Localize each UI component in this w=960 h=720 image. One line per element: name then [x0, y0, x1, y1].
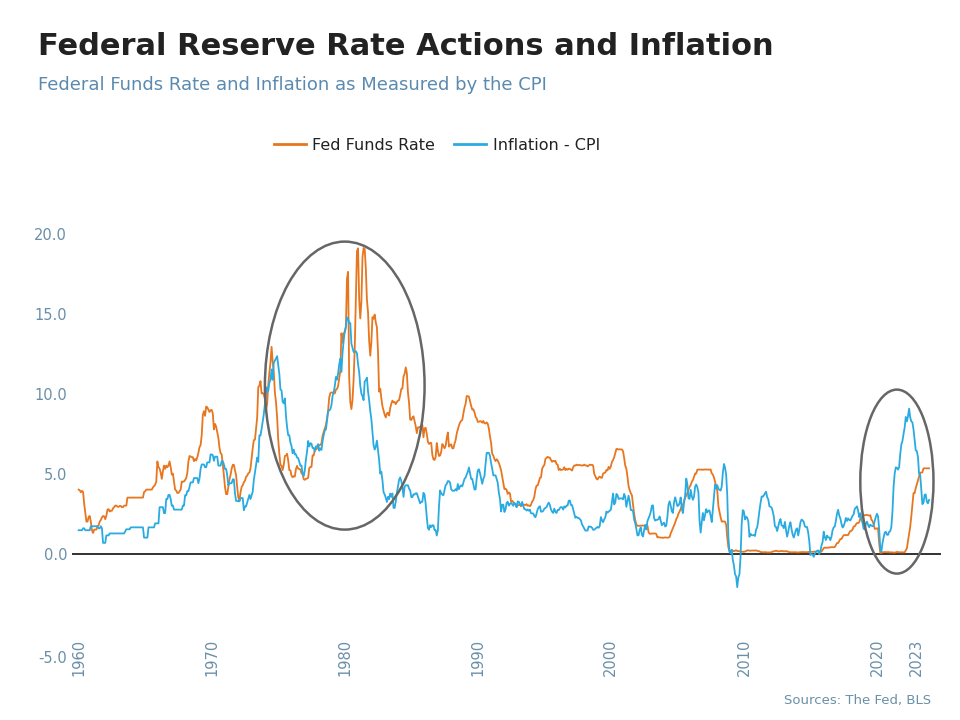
Text: -5.0: -5.0: [38, 652, 67, 666]
Text: Federal Reserve Rate Actions and Inflation: Federal Reserve Rate Actions and Inflati…: [38, 32, 774, 61]
Legend: Fed Funds Rate, Inflation - CPI: Fed Funds Rate, Inflation - CPI: [268, 132, 607, 160]
Text: Sources: The Fed, BLS: Sources: The Fed, BLS: [784, 694, 931, 707]
Text: Federal Funds Rate and Inflation as Measured by the CPI: Federal Funds Rate and Inflation as Meas…: [38, 76, 547, 94]
